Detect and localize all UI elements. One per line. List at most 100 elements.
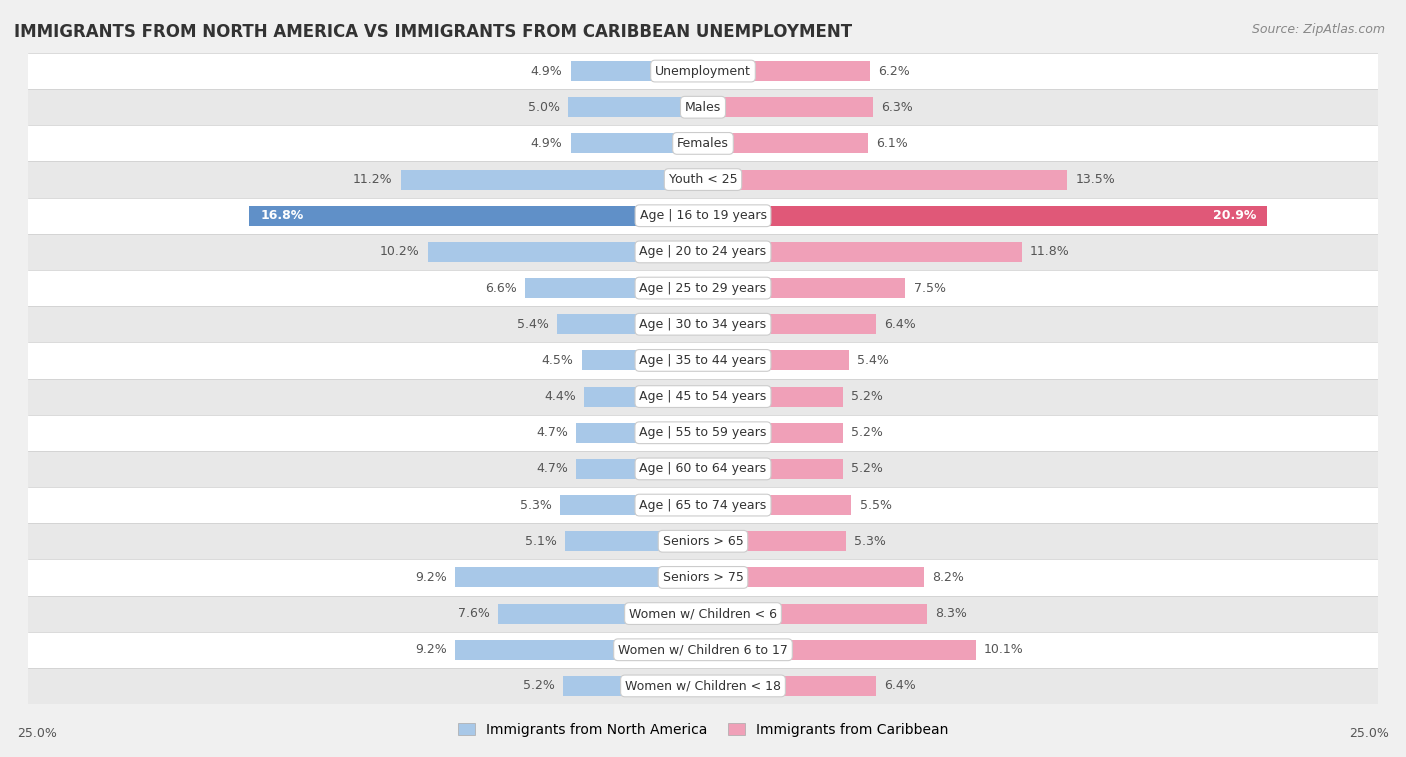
Text: 5.3%: 5.3% <box>520 499 551 512</box>
Bar <box>703 350 849 370</box>
Text: 9.2%: 9.2% <box>415 643 447 656</box>
Text: IMMIGRANTS FROM NORTH AMERICA VS IMMIGRANTS FROM CARIBBEAN UNEMPLOYMENT: IMMIGRANTS FROM NORTH AMERICA VS IMMIGRA… <box>14 23 852 41</box>
Bar <box>565 531 703 551</box>
Text: Females: Females <box>678 137 728 150</box>
Bar <box>576 459 703 479</box>
Bar <box>703 676 876 696</box>
Bar <box>703 531 846 551</box>
Text: Age | 30 to 34 years: Age | 30 to 34 years <box>640 318 766 331</box>
Bar <box>454 640 703 659</box>
Text: 10.1%: 10.1% <box>984 643 1024 656</box>
FancyBboxPatch shape <box>28 631 1378 668</box>
Bar <box>454 568 703 587</box>
Text: Women w/ Children 6 to 17: Women w/ Children 6 to 17 <box>619 643 787 656</box>
Bar <box>703 278 905 298</box>
Bar <box>560 495 703 515</box>
Bar <box>703 423 844 443</box>
FancyBboxPatch shape <box>28 559 1378 596</box>
Bar <box>498 603 703 624</box>
Text: 10.2%: 10.2% <box>380 245 419 258</box>
Bar <box>249 206 703 226</box>
FancyBboxPatch shape <box>28 234 1378 270</box>
FancyBboxPatch shape <box>28 451 1378 487</box>
FancyBboxPatch shape <box>28 198 1378 234</box>
Text: 4.7%: 4.7% <box>536 463 568 475</box>
Text: 5.0%: 5.0% <box>527 101 560 114</box>
Text: Age | 60 to 64 years: Age | 60 to 64 years <box>640 463 766 475</box>
Bar <box>703 640 976 659</box>
Text: 4.7%: 4.7% <box>536 426 568 439</box>
Text: 6.1%: 6.1% <box>876 137 907 150</box>
Bar <box>703 242 1022 262</box>
Text: Age | 25 to 29 years: Age | 25 to 29 years <box>640 282 766 294</box>
Text: 8.2%: 8.2% <box>932 571 965 584</box>
Text: 6.3%: 6.3% <box>882 101 912 114</box>
FancyBboxPatch shape <box>28 596 1378 631</box>
Text: Age | 65 to 74 years: Age | 65 to 74 years <box>640 499 766 512</box>
Text: 20.9%: 20.9% <box>1213 209 1257 223</box>
Text: Women w/ Children < 18: Women w/ Children < 18 <box>626 680 780 693</box>
Text: 5.2%: 5.2% <box>852 463 883 475</box>
Bar <box>703 133 868 154</box>
Text: Age | 45 to 54 years: Age | 45 to 54 years <box>640 390 766 403</box>
Text: 5.4%: 5.4% <box>517 318 550 331</box>
FancyBboxPatch shape <box>28 126 1378 161</box>
Text: 5.3%: 5.3% <box>855 534 886 548</box>
Text: 4.4%: 4.4% <box>544 390 576 403</box>
Text: 7.5%: 7.5% <box>914 282 946 294</box>
Text: Age | 55 to 59 years: Age | 55 to 59 years <box>640 426 766 439</box>
Text: 5.5%: 5.5% <box>859 499 891 512</box>
Bar <box>557 314 703 334</box>
FancyBboxPatch shape <box>28 161 1378 198</box>
Text: 9.2%: 9.2% <box>415 571 447 584</box>
Text: 16.8%: 16.8% <box>260 209 304 223</box>
Text: Age | 20 to 24 years: Age | 20 to 24 years <box>640 245 766 258</box>
Text: Youth < 25: Youth < 25 <box>669 173 737 186</box>
Bar <box>703 61 870 81</box>
Text: 5.2%: 5.2% <box>852 426 883 439</box>
Bar <box>703 495 852 515</box>
Text: 11.2%: 11.2% <box>353 173 392 186</box>
Text: 11.8%: 11.8% <box>1029 245 1070 258</box>
FancyBboxPatch shape <box>28 270 1378 306</box>
Text: Unemployment: Unemployment <box>655 64 751 77</box>
Text: Source: ZipAtlas.com: Source: ZipAtlas.com <box>1251 23 1385 36</box>
Bar <box>562 676 703 696</box>
Bar <box>568 98 703 117</box>
Text: 7.6%: 7.6% <box>458 607 489 620</box>
FancyBboxPatch shape <box>28 89 1378 126</box>
FancyBboxPatch shape <box>28 487 1378 523</box>
Bar <box>703 170 1067 189</box>
Bar <box>703 568 924 587</box>
Text: 6.4%: 6.4% <box>884 318 915 331</box>
Text: 4.9%: 4.9% <box>531 64 562 77</box>
Bar <box>703 314 876 334</box>
Text: 25.0%: 25.0% <box>1350 727 1389 740</box>
Bar <box>703 603 927 624</box>
FancyBboxPatch shape <box>28 306 1378 342</box>
Bar <box>703 206 1267 226</box>
Text: 25.0%: 25.0% <box>17 727 56 740</box>
Text: Age | 35 to 44 years: Age | 35 to 44 years <box>640 354 766 367</box>
Bar <box>524 278 703 298</box>
FancyBboxPatch shape <box>28 523 1378 559</box>
Bar <box>571 61 703 81</box>
Bar <box>427 242 703 262</box>
Text: 4.9%: 4.9% <box>531 137 562 150</box>
FancyBboxPatch shape <box>28 53 1378 89</box>
Text: 5.2%: 5.2% <box>523 680 554 693</box>
Text: 4.5%: 4.5% <box>541 354 574 367</box>
Legend: Immigrants from North America, Immigrants from Caribbean: Immigrants from North America, Immigrant… <box>453 718 953 743</box>
Text: Males: Males <box>685 101 721 114</box>
Text: 5.4%: 5.4% <box>856 354 889 367</box>
Bar <box>703 387 844 407</box>
Text: 6.4%: 6.4% <box>884 680 915 693</box>
Text: 13.5%: 13.5% <box>1076 173 1115 186</box>
Text: 6.6%: 6.6% <box>485 282 517 294</box>
Bar <box>582 350 703 370</box>
Bar <box>703 459 844 479</box>
Bar <box>401 170 703 189</box>
FancyBboxPatch shape <box>28 415 1378 451</box>
Text: Age | 16 to 19 years: Age | 16 to 19 years <box>640 209 766 223</box>
Bar <box>703 98 873 117</box>
